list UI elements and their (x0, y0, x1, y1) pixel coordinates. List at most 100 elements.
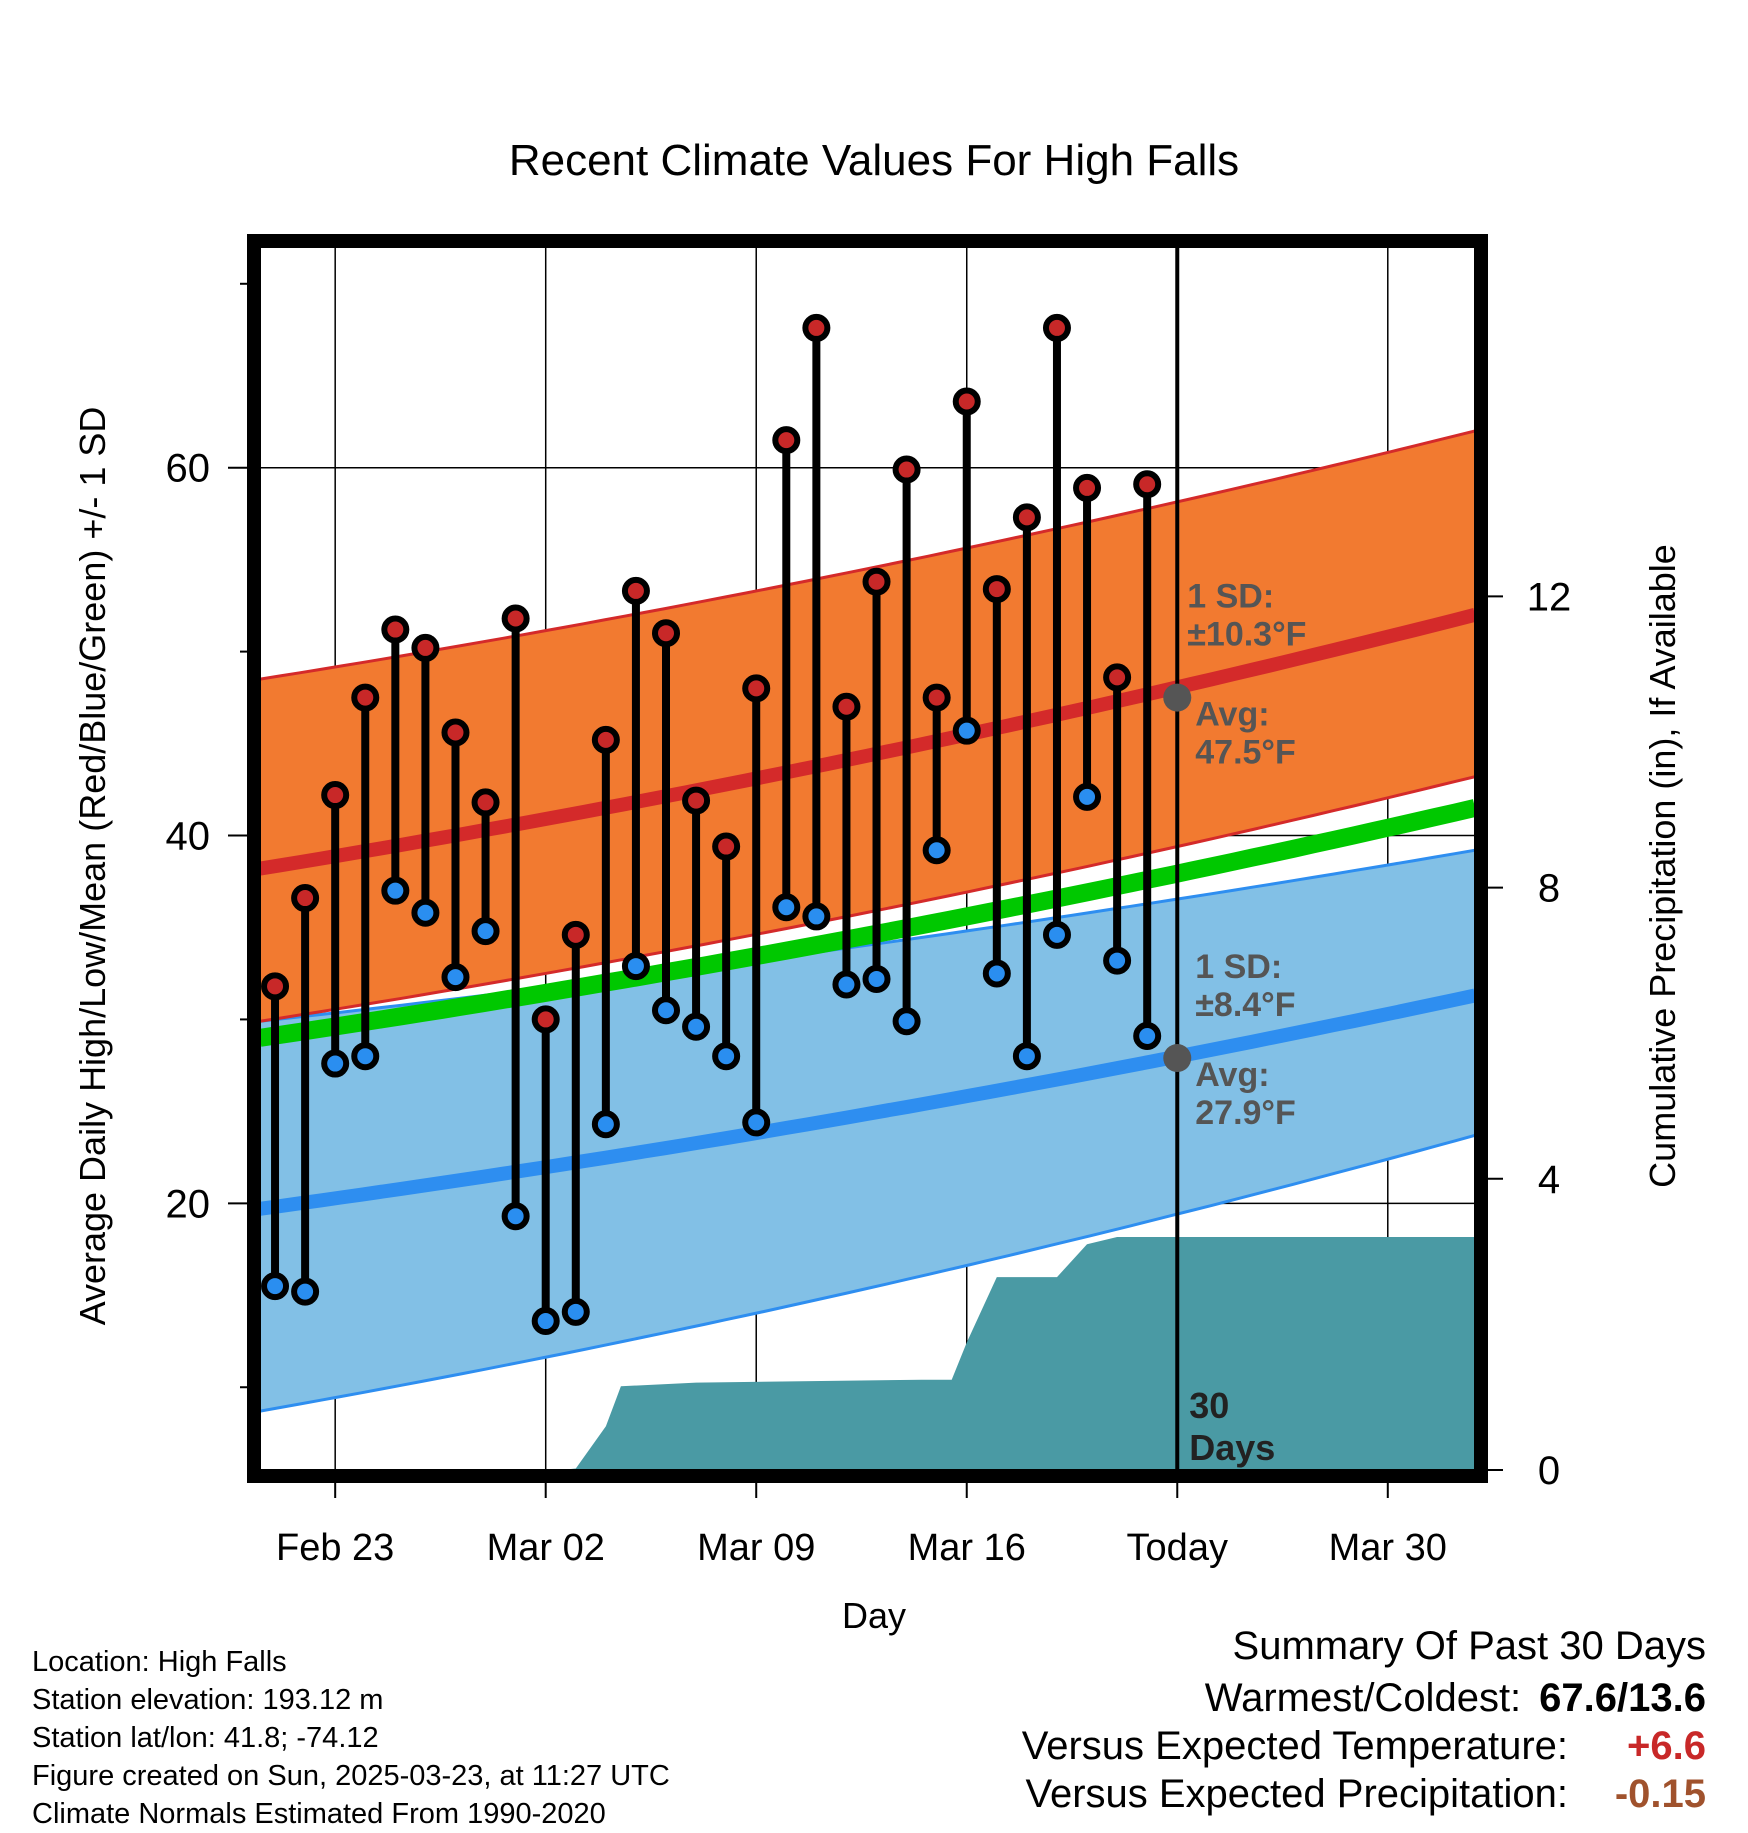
daily-high-point (1133, 470, 1162, 499)
normal-low-avg-label-line: 27.9°F (1195, 1094, 1296, 1132)
daily-high-point (952, 387, 981, 416)
normal-high-band (260, 430, 1475, 1022)
normal-high-upper-edge (260, 429, 1475, 681)
daily-high-point (922, 683, 951, 712)
daily-low-point (682, 1012, 711, 1041)
daily-high-point (381, 615, 410, 644)
daily-low-point (1073, 782, 1102, 811)
y2-tick-label: 8 (1538, 867, 1560, 911)
daily-low-point (892, 1007, 921, 1036)
warm-cold-label: Warmest/Coldest: (1204, 1676, 1522, 1720)
normal-high-sd-label: 1 SD: ±10.3°F (1187, 578, 1306, 654)
daily-low-point (381, 876, 410, 905)
info-latlon: Station lat/lon: 41.8; -74.12 (32, 1722, 379, 1754)
warm-cold-value: 67.6/13.6 (1539, 1676, 1706, 1720)
precip-area (260, 1237, 1475, 1470)
temp-label: Versus Expected Temperature: (1021, 1724, 1568, 1768)
daily-low-point (982, 959, 1011, 988)
normal-low-avg-label: Avg: 27.9°F (1195, 1056, 1296, 1132)
summary-temp: Versus Expected Temperature: +6.6 (1022, 1722, 1706, 1770)
normal-high-sd-label-line: 1 SD: (1187, 578, 1274, 616)
daily-high-point (471, 788, 500, 817)
normal-low-today-marker (1163, 1044, 1192, 1073)
daily-high-point (682, 786, 711, 815)
plot-frame (247, 234, 1488, 1483)
daily-low-point (1133, 1021, 1162, 1050)
daily-high-point (802, 313, 831, 342)
daily-high-point (772, 426, 801, 455)
daily-low-point (621, 952, 650, 981)
normal-mean-line (260, 799, 1475, 1047)
daily-high-point (591, 725, 620, 754)
daily-high-point (1042, 313, 1071, 342)
daily-low-point (952, 716, 981, 745)
info-location: Location: High Falls (32, 1646, 287, 1678)
daily-high-point (531, 1005, 560, 1034)
y-tick-label: 40 (166, 815, 211, 859)
daily-high-point (892, 455, 921, 484)
precip-value: -0.15 (1614, 1772, 1706, 1816)
summary-precip: Versus Expected Precipitation: -0.15 (1022, 1770, 1706, 1818)
daily-low-point (1103, 946, 1132, 975)
normal-high-today-marker (1163, 683, 1192, 712)
summary-warm-cold: Warmest/Coldest: 67.6/13.6 (1022, 1674, 1706, 1722)
daily-high-point (652, 619, 681, 648)
normal-low-lower-edge (260, 1133, 1475, 1413)
daily-high-point (291, 884, 320, 913)
y-tick-label: 60 (166, 447, 211, 491)
summary-block: Summary Of Past 30 Days Warmest/Coldest:… (1022, 1622, 1706, 1818)
daily-low-point (351, 1042, 380, 1071)
daily-high-point (441, 718, 470, 747)
daily-low-point (261, 1272, 290, 1301)
daily-low-point (772, 893, 801, 922)
x-tick-label: Mar 30 (1329, 1527, 1447, 1569)
daily-high-point (862, 567, 891, 596)
x-tick-label: Feb 23 (276, 1527, 394, 1569)
x-tick-label: Mar 02 (487, 1527, 605, 1569)
daily-low-point (862, 964, 891, 993)
daily-low-point (1012, 1042, 1041, 1071)
daily-high-point (321, 781, 350, 810)
normal-high-avg-label: Avg: 47.5°F (1195, 696, 1296, 772)
daily-low-point (321, 1049, 350, 1078)
daily-high-point (621, 576, 650, 605)
y2-tick-label: 4 (1538, 1158, 1560, 1202)
x-tick-label: Today (1127, 1527, 1228, 1569)
daily-high-point (501, 604, 530, 633)
daily-high-point (561, 920, 590, 949)
daily-low-point (652, 996, 681, 1025)
normal-high-avg-label-line: 47.5°F (1195, 734, 1296, 772)
y2-tick-label: 12 (1527, 575, 1572, 619)
x-axis-label: Day (842, 1595, 906, 1636)
info-elevation: Station elevation: 193.12 m (32, 1684, 384, 1716)
daily-low-point (291, 1277, 320, 1306)
normal-low-sd-label-line: 1 SD: (1195, 948, 1282, 986)
normal-high-sd-label-line: ±10.3°F (1187, 616, 1306, 654)
daily-low-point (1042, 920, 1071, 949)
normal-low-sd-label-line: ±8.4°F (1195, 986, 1295, 1024)
normal-low-avg-label-line: Avg: (1195, 1056, 1269, 1094)
daily-low-point (471, 917, 500, 946)
daily-low-point (441, 963, 470, 992)
plot-inner (260, 247, 1475, 1470)
info-normals: Climate Normals Estimated From 1990-2020 (32, 1798, 606, 1830)
daily-low-point (501, 1202, 530, 1231)
daily-high-point (1012, 503, 1041, 532)
daily-high-point (742, 674, 771, 703)
daily-low-point (922, 836, 951, 865)
daily-high-point (832, 692, 861, 721)
daily-low-point (411, 898, 440, 927)
daily-low-point (832, 970, 861, 999)
y2-axis-label: Cumulative Precipitation (in), If Availa… (1642, 544, 1683, 1188)
info-created: Figure created on Sun, 2025-03-23, at 11… (32, 1760, 670, 1792)
daily-low-point (591, 1110, 620, 1139)
daily-high-point (1073, 473, 1102, 502)
x-tick-label: Mar 09 (697, 1527, 815, 1569)
normal-low-sd-label: 1 SD: ±8.4°F (1195, 948, 1295, 1024)
daily-low-point (712, 1042, 741, 1071)
daily-high-point (982, 575, 1011, 604)
normal-low-mean-line (260, 988, 1475, 1216)
daily-high-point (712, 832, 741, 861)
